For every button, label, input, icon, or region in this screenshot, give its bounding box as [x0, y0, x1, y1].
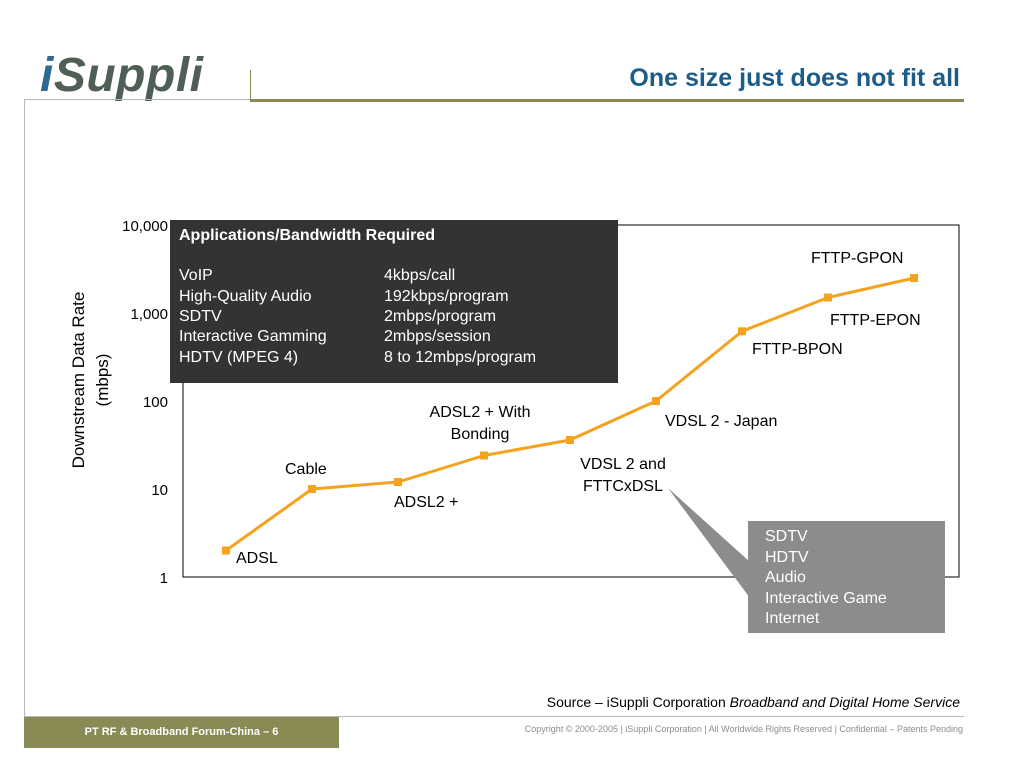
- label-vdsl2-japan: VDSL 2 - Japan: [665, 413, 777, 430]
- application-name: SDTV: [179, 308, 222, 325]
- label-cable: Cable: [285, 461, 327, 478]
- slide-title: One size just does not fit all: [629, 64, 960, 92]
- applications-box-header: Applications/Bandwidth Required: [179, 227, 436, 244]
- callout-line: Internet: [765, 610, 820, 627]
- data-point-marker: [308, 485, 316, 493]
- source-citation: Source – iSuppli Corporation Broadband a…: [547, 694, 960, 710]
- label-vdsl2-line1: VDSL 2 and: [580, 456, 666, 473]
- y-axis-label-line1: Downstream Data Rate: [69, 292, 88, 469]
- data-point-marker: [222, 546, 230, 555]
- series-markers: [222, 274, 918, 555]
- callout-line: Audio: [765, 569, 806, 586]
- header-divider-vertical: [250, 70, 251, 101]
- logo-text: Suppli: [53, 49, 204, 102]
- data-point-marker: [480, 451, 488, 460]
- source-title: Broadband and Digital Home Service: [729, 694, 960, 710]
- y-tick-label: 1,000: [130, 306, 168, 323]
- label-fttp-epon: FTTP-EPON: [830, 312, 921, 329]
- application-name: VoIP: [179, 267, 213, 284]
- label-fttp-gpon: FTTP-GPON: [811, 250, 903, 267]
- label-vdsl2-line2: FTTCxDSL: [583, 478, 663, 495]
- point-labels: ADSL Cable ADSL2 + ADSL2 + With Bonding …: [236, 250, 921, 567]
- data-point-marker: [566, 436, 574, 444]
- y-tick-label: 10: [151, 482, 168, 499]
- application-bandwidth: 192kbps/program: [384, 288, 509, 305]
- y-axis-label-line2: (mbps): [93, 354, 112, 407]
- applications-bandwidth-box: Applications/Bandwidth Required VoIP 4kb…: [170, 220, 618, 383]
- application-name: HDTV (MPEG 4): [179, 349, 299, 366]
- application-row: SDTV 2mbps/program: [179, 308, 609, 328]
- data-point-marker: [394, 478, 402, 486]
- data-point-marker: [910, 274, 918, 282]
- y-axis-ticks: 10,000 1,000 100 10 1: [122, 218, 168, 587]
- data-point-marker: [824, 293, 832, 302]
- header-rule: [250, 99, 964, 102]
- copyright-notice: Copyright © 2000-2005 | iSuppli Corporat…: [524, 724, 963, 734]
- application-row: VoIP 4kbps/call: [179, 267, 609, 287]
- application-row: High-Quality Audio 192kbps/program: [179, 288, 609, 308]
- y-tick-label: 1: [160, 570, 168, 587]
- label-fttp-bpon: FTTP-BPON: [752, 341, 843, 358]
- callout-line: HDTV: [765, 549, 809, 566]
- application-name: Interactive Gamming: [179, 328, 327, 345]
- vdsl-services-callout: SDTV HDTV Audio Interactive Game Interne…: [748, 521, 945, 633]
- application-bandwidth: 4kbps/call: [384, 267, 456, 284]
- y-axis-label: Downstream Data Rate (mbps): [69, 292, 112, 469]
- application-bandwidth: 2mbps/session: [384, 328, 491, 345]
- application-bandwidth: 2mbps/program: [384, 308, 497, 325]
- application-row: HDTV (MPEG 4) 8 to 12mbps/program: [179, 349, 609, 369]
- logo-rule: [24, 99, 250, 100]
- application-row: Interactive Gamming 2mbps/session: [179, 328, 609, 348]
- y-tick-label: 100: [143, 394, 168, 411]
- label-adsl: ADSL: [236, 550, 278, 567]
- label-adsl2-bonding-line2: Bonding: [451, 426, 510, 443]
- footer-tab: PT RF & Broadband Forum-China – 6: [24, 717, 339, 748]
- data-point-marker: [738, 327, 746, 336]
- logo-i: i: [40, 49, 54, 102]
- data-point-marker: [652, 397, 660, 405]
- application-name: High-Quality Audio: [179, 288, 312, 305]
- left-rule: [24, 100, 25, 748]
- callout-line: Interactive Game: [765, 590, 887, 607]
- label-adsl2-bonding-line1: ADSL2 + With: [430, 404, 531, 421]
- footer-rule: [24, 716, 964, 717]
- source-prefix: Source – iSuppli Corporation: [546, 694, 730, 710]
- application-bandwidth: 8 to 12mbps/program: [384, 349, 537, 366]
- callout-pointer: [668, 488, 750, 598]
- y-tick-label: 10,000: [122, 218, 168, 235]
- label-adsl2: ADSL2 +: [394, 494, 458, 511]
- isuppli-logo: iSuppli: [40, 52, 204, 100]
- callout-line: SDTV: [765, 528, 808, 545]
